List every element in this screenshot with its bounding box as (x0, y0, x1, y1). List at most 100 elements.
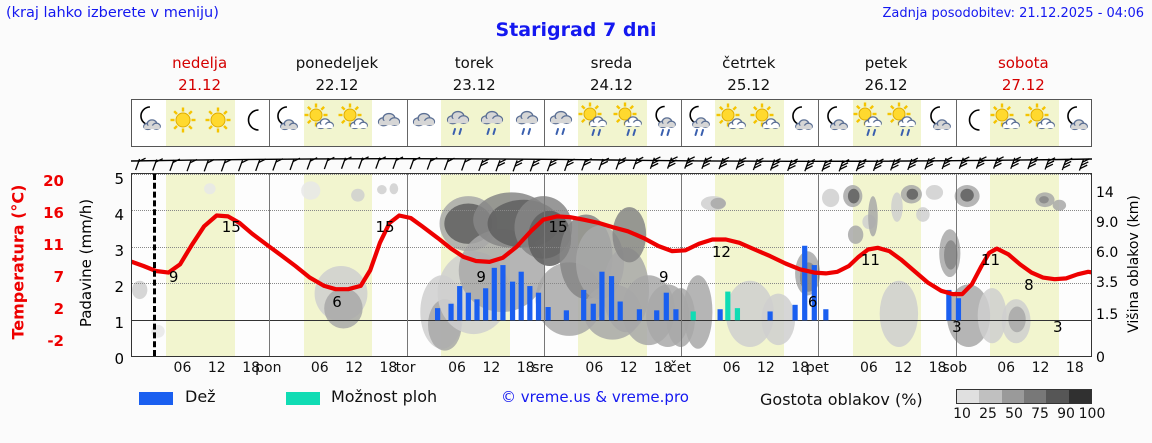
page-title: Starigrad 7 dni (495, 19, 657, 41)
x-tick-9: 12 (482, 360, 501, 376)
location-menu-note: (kraj lahko izberete v meniju) (6, 5, 219, 21)
x-tick-3: pon (255, 360, 282, 376)
sun-cloud-icon (338, 100, 372, 146)
sun-cloud-icon (1024, 100, 1058, 146)
current-time-marker (152, 174, 156, 356)
sun-icon (201, 100, 235, 146)
precip-tick-2: 3 (114, 242, 124, 260)
moon-cloud-icon (921, 100, 955, 146)
day-header-5: petek 26.12 (817, 52, 954, 98)
day-header-0: nedelja 21.12 (131, 52, 268, 98)
precip-axis-title-text: Padavine (mm/h) (77, 198, 95, 328)
sun-cloud-icon (990, 100, 1024, 146)
temperature-axis-title: Temperatura (°C) (4, 176, 32, 356)
cloud-density-tick-2: 50 (1005, 406, 1023, 422)
temperature-value-label: 3 (1052, 317, 1063, 336)
sun-icon (166, 100, 200, 146)
moon-cloud-icon (132, 100, 166, 146)
temperature-tick-2: 11 (43, 236, 64, 254)
precip-axis-title: Padavine (mm/h) (72, 176, 100, 356)
x-tick-24: 06 (997, 360, 1016, 376)
cloud-density-tick-3: 75 (1031, 406, 1049, 422)
day-separator-icons-6 (955, 100, 957, 146)
cloud-density-step-3 (1023, 390, 1047, 403)
precip-tick-5: 0 (114, 350, 124, 368)
day-separator-icons-3 (543, 100, 545, 146)
last-updated-label: Zadnja posodobitev: 21.12.2025 - 04:06 (882, 6, 1144, 21)
cloud-height-axis-title: Višina oblakov (km) (1120, 176, 1148, 358)
x-tick-8: 06 (448, 360, 466, 376)
day-header-3: sreda 24.12 (543, 52, 680, 98)
x-tick-10: 18 (516, 360, 535, 376)
cloud-density-tick-0: 10 (953, 406, 971, 422)
temperature-tick-3: 7 (53, 268, 64, 286)
day-date: 24.12 (590, 76, 633, 94)
day-name: sobota (997, 54, 1049, 72)
cloud-density-tick-4: 90 (1057, 406, 1075, 422)
x-tick-7: tor (395, 360, 416, 376)
day-name: nedelja (172, 54, 228, 72)
temperature-value-label: 15 (221, 218, 241, 237)
x-tick-21: 12 (894, 360, 913, 376)
day-separator-2 (406, 174, 408, 356)
cloud-density-step-2 (1001, 390, 1024, 403)
temperature-value-label: 9 (168, 268, 179, 286)
x-tick-17: 12 (757, 360, 775, 376)
moon-cloud-icon (818, 100, 852, 146)
day-name: torek (454, 54, 494, 72)
temperature-value-label: 6 (807, 292, 818, 311)
x-tick-0: 06 (173, 360, 192, 376)
x-tick-19: pet (805, 360, 829, 376)
sun-cloud-icon (304, 100, 338, 146)
wind-barb-row (130, 148, 1093, 173)
gridline-h-0 (132, 174, 1091, 175)
x-tick-1: 12 (207, 360, 226, 376)
x-tick-22: 18 (928, 360, 947, 376)
day-separator-5 (818, 174, 820, 356)
x-tick-12: 06 (585, 360, 604, 376)
temperature-value-label: 11 (980, 251, 1001, 270)
copyright-link[interactable]: © vreme.us & vreme.pro (501, 388, 689, 406)
day-separator-icons-5 (818, 100, 820, 146)
precipitation-bars (132, 174, 1091, 356)
cloud-density-step-4 (1046, 390, 1069, 403)
x-tick-20: 06 (859, 360, 878, 376)
temperature-value-label: 12 (711, 243, 731, 262)
temperature-tick-5: -2 (47, 332, 64, 350)
temperature-value-label: 8 (1024, 276, 1034, 295)
precip-tick-3: 2 (114, 278, 124, 296)
day-separator-3 (543, 174, 545, 356)
day-date: 25.12 (727, 76, 771, 94)
day-date: 27.12 (1001, 76, 1045, 94)
day-name: ponedeljek (295, 54, 379, 72)
cloud-density-legend: Gostota oblakov (%) 10 25 50 75 90 100 (760, 388, 1152, 432)
day-separator-6 (955, 174, 957, 356)
cloud-density-legend-title: Gostota oblakov (%) (760, 390, 923, 409)
day-separator-4 (681, 174, 683, 356)
temperature-axis-title-text: Temperatura (°C) (8, 184, 28, 340)
temperature-value-label: 9 (476, 268, 486, 286)
moon-icon (235, 100, 269, 146)
day-date: 26.12 (864, 76, 908, 94)
x-tick-14: 18 (654, 360, 672, 376)
sun-cloud-icon (750, 100, 784, 146)
day-name: četrtek (722, 54, 776, 72)
precip-tick-4: 1 (114, 314, 124, 332)
x-tick-15: čet (669, 360, 692, 376)
x-axis-labels: 06 12 18 pon 06 12 18 tor 06 12 18 sre 06 12 18 čet 06 12… (131, 360, 1092, 382)
x-tick-23: sob (942, 360, 968, 376)
day-date: 21.12 (178, 76, 222, 94)
showers-legend-swatch (286, 392, 320, 405)
cloud-density-gradient-bar (956, 389, 1092, 404)
day-header-2: torek 23.12 (406, 52, 543, 98)
showers-legend-label: Možnost ploh (331, 387, 438, 406)
day-date: 23.12 (452, 76, 496, 94)
moon-icon (956, 100, 990, 146)
temperature-tick-0: 20 (43, 172, 64, 190)
day-separator-icons-2 (406, 100, 408, 146)
sun-cloud-rain-icon (887, 100, 921, 146)
sun-cloud-rain-icon (853, 100, 887, 146)
sun-cloud-icon (715, 100, 749, 146)
temperature-value-label: 9 (658, 268, 669, 286)
day-separator-icons-4 (681, 100, 683, 146)
